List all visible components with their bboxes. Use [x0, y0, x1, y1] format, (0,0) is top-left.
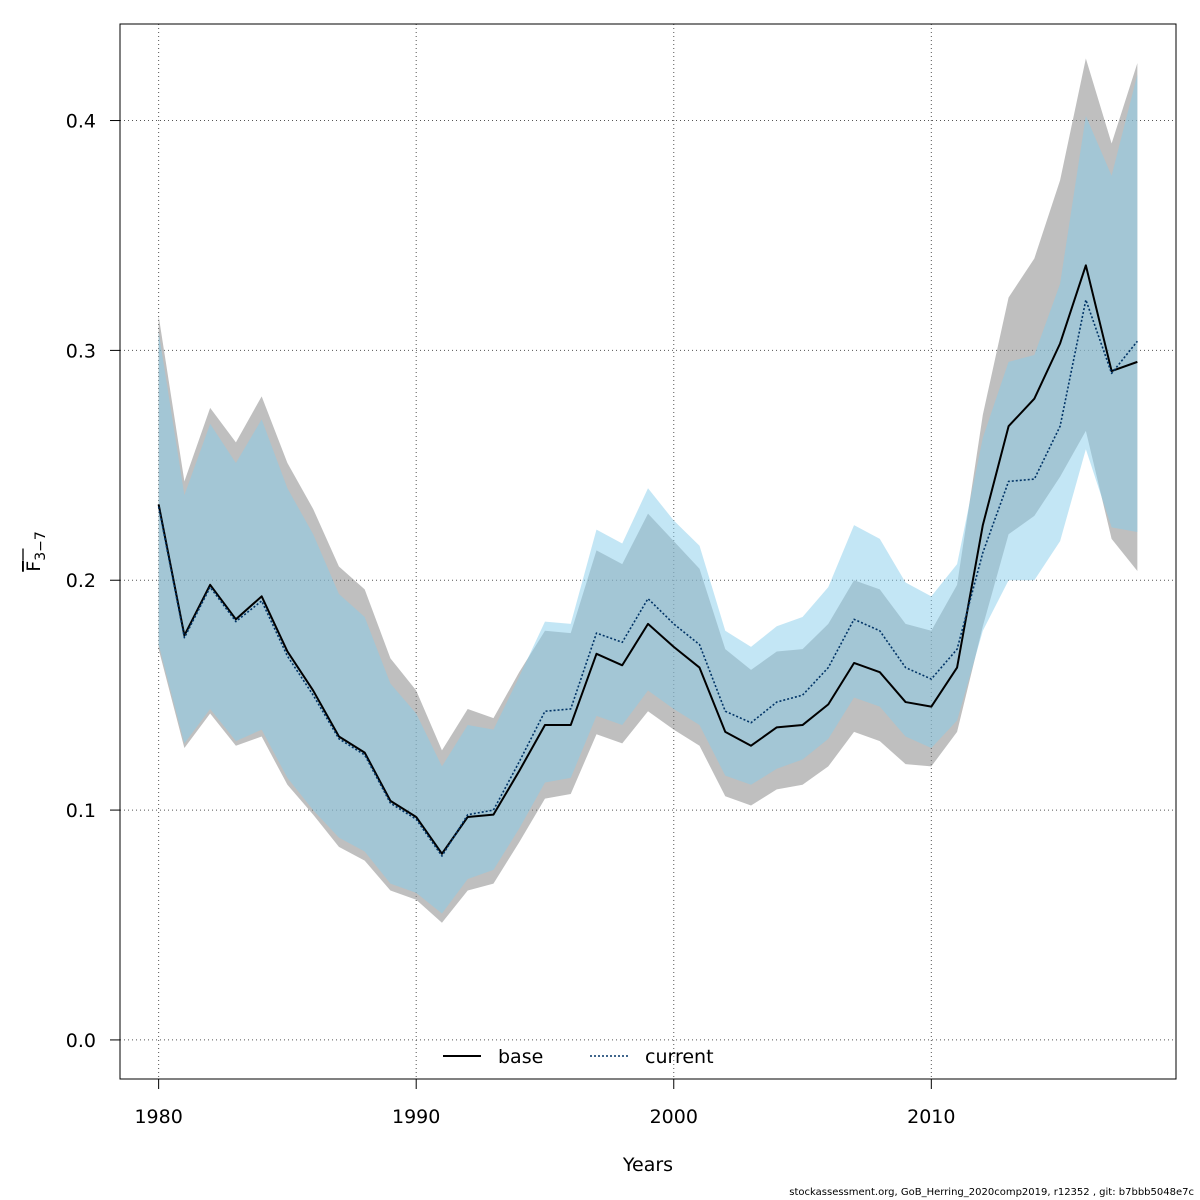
y-axis-title-base: F: [23, 561, 45, 572]
x-tick-label: 2000: [650, 1106, 698, 1128]
legend: base current: [443, 1046, 714, 1068]
y-tick-label: 0.4: [66, 111, 96, 133]
confidence-band-current: [158, 74, 1138, 914]
confidence-bands: [158, 58, 1138, 923]
x-tick-label: 1980: [134, 1106, 182, 1128]
y-tick-label: 0.2: [66, 570, 96, 592]
x-tick-label: 2010: [907, 1106, 955, 1128]
y-tick-label: 0.3: [66, 340, 96, 362]
x-axis: 1980 1990 2000 2010: [134, 1079, 955, 1128]
x-tick-label: 1990: [392, 1106, 440, 1128]
y-tick-label: 0.1: [66, 800, 96, 822]
series-lines: [157, 264, 1138, 857]
plot-frame: [119, 23, 1177, 1080]
legend-label-current: current: [645, 1046, 714, 1068]
series-line-base: [157, 264, 1138, 855]
y-axis: 0.0 0.1 0.2 0.3 0.4: [66, 111, 120, 1052]
x-axis-title: Years: [622, 1154, 673, 1176]
y-axis-title-subscript: 3−7: [33, 531, 49, 561]
y-axis-title: F3−7: [22, 531, 49, 572]
legend-label-base: base: [498, 1046, 543, 1068]
y-tick-label: 0.0: [66, 1030, 96, 1052]
footer-credit: stockassessment.org, GoB_Herring_2020com…: [789, 1187, 1194, 1198]
y-axis-title-text: F3−7: [23, 531, 49, 571]
